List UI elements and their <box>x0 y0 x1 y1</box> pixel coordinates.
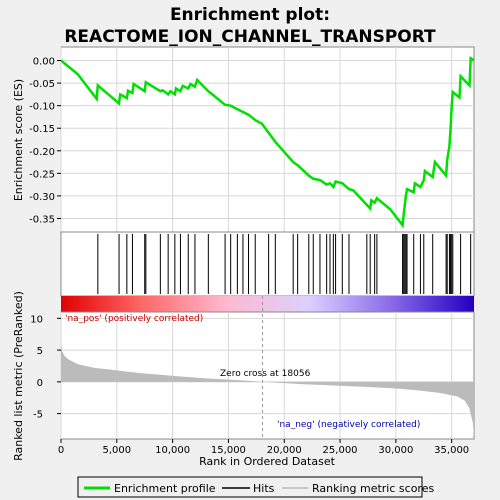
enrichment-profile-line <box>61 56 474 229</box>
zero-cross-label: Zero cross at 18056 <box>220 369 311 379</box>
chart-title-line1: Enrichment plot: <box>170 5 330 25</box>
x-tick-label: 30,000 <box>378 445 413 456</box>
ranking-gradient-bar <box>61 296 474 312</box>
rank-y-axis-label: Ranked list metric (PreRanked) <box>12 291 25 461</box>
rank-tick-label: 0 <box>37 378 43 389</box>
hit-markers <box>97 234 472 294</box>
x-axis-label: Rank in Ordered Dataset <box>199 455 336 468</box>
x-axis-ticks: 0 5,000 10,000 15,000 20,000 25,000 30,000 35,0… <box>58 439 469 456</box>
x-tick-label: 5,000 <box>102 445 131 456</box>
x-tick-label: 0 <box>58 445 64 456</box>
x-tick-label: 35,000 <box>434 445 469 456</box>
es-tick-label: -0.25 <box>29 169 55 180</box>
legend: Enrichment profile Hits Ranking metric s… <box>77 476 434 498</box>
es-y-ticks: 0.00 -0.05 -0.10 -0.15 -0.20 -0.25 -0.30 -0.35 <box>29 57 61 225</box>
legend-label-enrichment: Enrichment profile <box>114 482 216 495</box>
es-tick-label: -0.10 <box>29 102 55 113</box>
es-y-axis-label: Enrichment score (ES) <box>12 79 25 201</box>
es-tick-label: -0.30 <box>29 192 55 203</box>
chart-title-line2: REACTOME_ION_CHANNEL_TRANSPORT <box>64 27 436 47</box>
es-tick-label: -0.35 <box>29 214 55 225</box>
x-tick-label: 10,000 <box>155 445 190 456</box>
es-tick-label: 0.00 <box>33 57 55 68</box>
na-pos-label: 'na_pos' (positively correlated) <box>65 314 203 324</box>
rank-tick-label: 5 <box>37 346 43 357</box>
rank-tick-label: -5 <box>33 410 43 421</box>
es-tick-label: -0.05 <box>29 79 55 90</box>
rank-y-ticks: 10 5 0 -5 <box>30 314 61 421</box>
x-tick-label: 25,000 <box>323 445 358 456</box>
es-tick-label: -0.20 <box>29 147 55 158</box>
legend-label-ranking: Ranking metric scores <box>312 482 434 495</box>
hits-panel-background <box>60 231 475 297</box>
es-tick-label: -0.15 <box>29 124 55 135</box>
x-tick-label: 20,000 <box>267 445 302 456</box>
legend-box <box>77 476 423 498</box>
rank-grid <box>60 312 474 439</box>
es-grid <box>60 47 474 232</box>
legend-label-hits: Hits <box>253 482 275 495</box>
rank-tick-label: 10 <box>30 314 43 325</box>
es-panel-background <box>60 46 475 233</box>
na-neg-label: 'na_neg' (negatively correlated) <box>277 420 420 430</box>
x-tick-label: 15,000 <box>211 445 246 456</box>
